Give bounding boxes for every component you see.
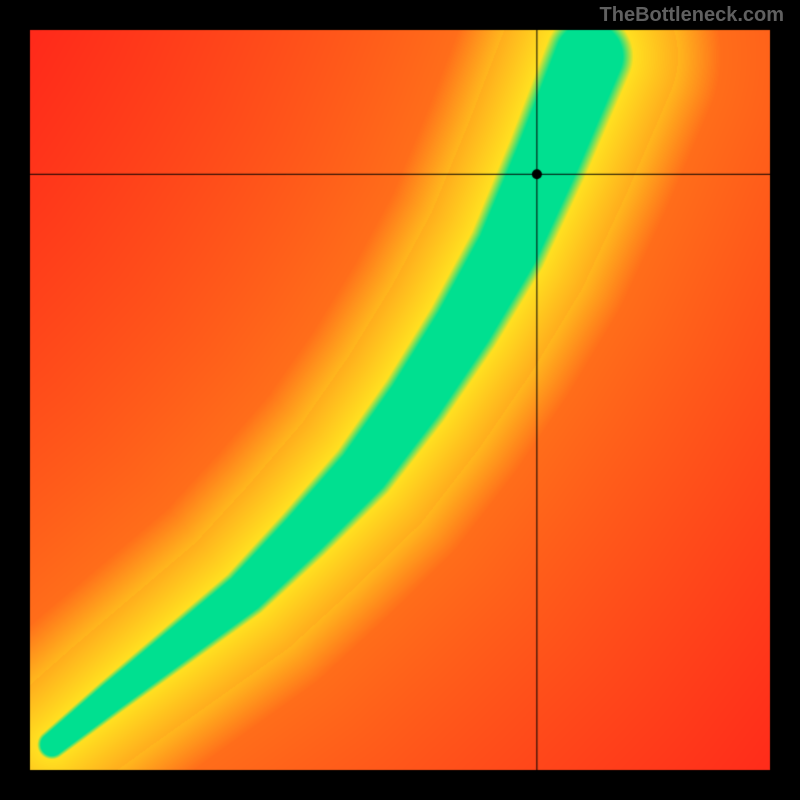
- heatmap-canvas: [0, 0, 800, 800]
- chart-container: TheBottleneck.com: [0, 0, 800, 800]
- watermark-text: TheBottleneck.com: [600, 4, 784, 27]
